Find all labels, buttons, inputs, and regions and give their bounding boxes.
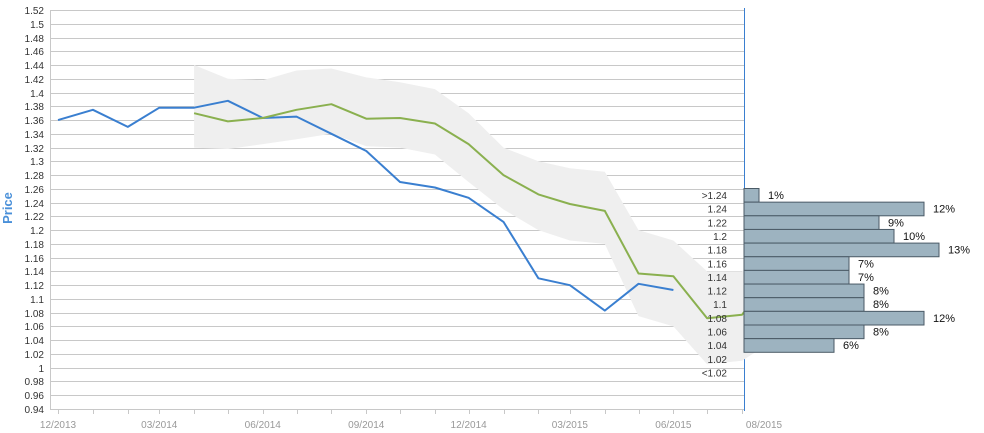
bin-label: 1.24 xyxy=(708,205,728,216)
forecast-band xyxy=(194,65,764,365)
distribution-bar xyxy=(743,242,940,258)
bin-label: >1.24 xyxy=(702,191,728,202)
distribution-histogram: >1.24 1% 1.24 12% 1.22 9% 1.2 10% 1.18 13% 1.16 7% 1… xyxy=(702,188,970,379)
bin-label: 1.22 xyxy=(708,218,728,229)
y-tick-label: 1.38 xyxy=(25,102,45,113)
distribution-bar xyxy=(743,297,865,312)
distribution-bar xyxy=(743,269,850,285)
distribution-bar xyxy=(743,283,865,299)
y-tick-label: 1.34 xyxy=(25,130,45,141)
x-tick-label: 12/2013 xyxy=(40,420,77,431)
bar-value-label: 8% xyxy=(873,299,889,311)
bin-label: 1.16 xyxy=(708,259,728,270)
series-layer xyxy=(57,99,765,320)
y-tick-label: 1.28 xyxy=(25,171,45,182)
distribution-bar xyxy=(743,201,925,217)
bar-value-label: 13% xyxy=(948,245,970,257)
distribution-bar xyxy=(743,228,895,244)
y-tick-label: 1.36 xyxy=(25,116,45,127)
y-tick-label: 1.04 xyxy=(25,336,45,347)
bar-value-label: 9% xyxy=(888,217,904,229)
bin-label: 1.14 xyxy=(708,273,728,284)
y-tick-label: 1.4 xyxy=(30,89,44,100)
y-tick-label: 1.2 xyxy=(30,226,44,237)
y-tick-label: 1.18 xyxy=(25,240,45,251)
x-tick-label: 08/2015 xyxy=(746,420,783,431)
y-tick-label: 1.42 xyxy=(25,75,45,86)
y-tick-label: 1.44 xyxy=(25,61,45,72)
x-tick-label: 12/2014 xyxy=(451,420,488,431)
bar-value-label: 12% xyxy=(933,204,955,216)
actual-line xyxy=(57,99,674,312)
y-tick-label: 0.96 xyxy=(25,391,45,402)
forecast-band-layer xyxy=(194,65,764,365)
y-tick-label: 1.1 xyxy=(30,295,44,306)
y-tick-label: 1.5 xyxy=(30,20,44,31)
bar-value-label: 6% xyxy=(843,340,859,352)
bin-label: 1.02 xyxy=(708,355,728,366)
bar-value-label: 8% xyxy=(873,286,889,298)
y-tick-label: 0.98 xyxy=(25,377,45,388)
y-tick-label: 1.32 xyxy=(25,144,45,155)
bar-value-label: 12% xyxy=(933,313,955,325)
bin-label: 1.06 xyxy=(708,328,728,339)
bin-label: 1.08 xyxy=(708,314,728,325)
x-tick-label: 03/2015 xyxy=(552,420,589,431)
y-tick-label: 1.52 xyxy=(25,6,45,17)
bin-label: 1.18 xyxy=(708,246,728,257)
y-tick-label: 1.16 xyxy=(25,254,45,265)
bar-value-label: 10% xyxy=(903,231,925,243)
grid xyxy=(50,8,745,414)
bin-label: 1.04 xyxy=(708,341,728,352)
distribution-bar xyxy=(743,256,850,271)
bin-label: 1.2 xyxy=(713,232,727,243)
bar-value-label: 7% xyxy=(858,272,874,284)
bin-label: 1.1 xyxy=(713,300,727,311)
distribution-bar xyxy=(743,188,760,203)
y-tick-label: 1 xyxy=(38,364,44,375)
y-tick-label: 1.02 xyxy=(25,350,45,361)
distribution-bar xyxy=(743,338,835,353)
y-tick-label: 0.94 xyxy=(25,405,45,416)
y-tick-label: 1.12 xyxy=(25,281,45,292)
y-tick-label: 1.26 xyxy=(25,185,45,196)
y-tick-label: 1.06 xyxy=(25,322,45,333)
y-tick-label: 1.24 xyxy=(25,199,45,210)
y-axis-ticks: 0.94 0.96 0.98 1 1.02 1.04 1.06 1.08 1.1 1.12 1.14… xyxy=(25,6,45,416)
distribution-bar xyxy=(743,324,865,340)
distribution-bar xyxy=(743,310,925,326)
bar-value-label: 7% xyxy=(858,258,874,270)
x-tick-label: 06/2014 xyxy=(245,420,282,431)
forecast-line xyxy=(193,103,765,320)
x-tick-label: 03/2014 xyxy=(141,420,178,431)
x-tick-label: 06/2015 xyxy=(655,420,692,431)
x-axis-ticks: 12/2013 03/2014 06/2014 09/2014 12/2014 03/20… xyxy=(40,420,783,431)
y-tick-label: 1.46 xyxy=(25,47,45,58)
y-tick-label: 1.3 xyxy=(30,157,44,168)
y-tick-label: 1.48 xyxy=(25,34,45,45)
y-axis-label: Price xyxy=(0,192,15,224)
bar-value-label: 8% xyxy=(873,327,889,339)
y-tick-label: 1.08 xyxy=(25,309,45,320)
bar-value-label: 1% xyxy=(768,190,784,202)
y-tick-label: 1.22 xyxy=(25,212,45,223)
distribution-bar xyxy=(743,215,880,230)
y-tick-label: 1.14 xyxy=(25,267,45,278)
bin-label: 1.12 xyxy=(708,287,728,298)
x-tick-label: 09/2014 xyxy=(348,420,385,431)
bin-label: <1.02 xyxy=(702,368,728,379)
